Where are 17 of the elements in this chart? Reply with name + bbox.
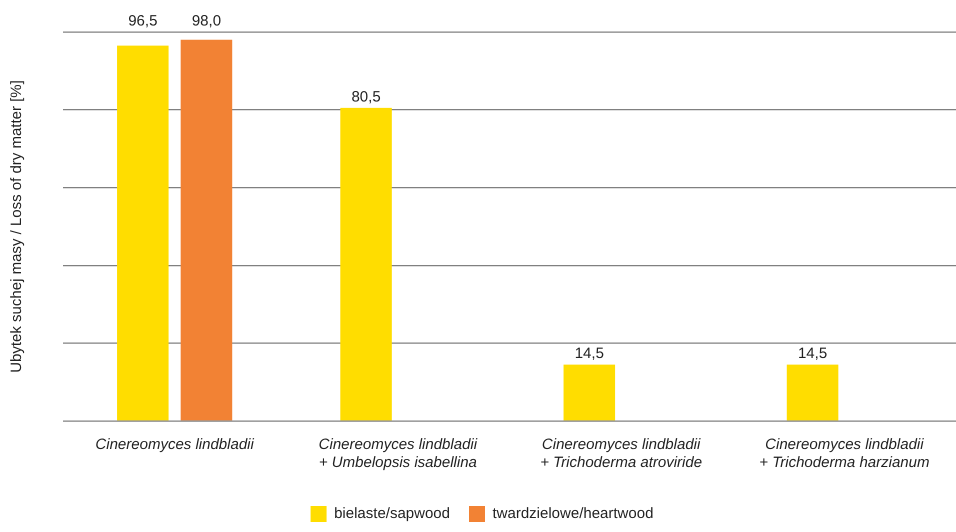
data-label: 96,5 (128, 12, 158, 30)
x-tick-label: Cinereomyces lindbladii + Trichoderma atroviride (540, 436, 702, 472)
data-label: 98,0 (192, 12, 222, 30)
legend-label: twardzielowe/heartwood (492, 505, 654, 522)
legend-label: bielaste/sapwood (334, 505, 450, 522)
data-label: 14,5 (798, 345, 828, 362)
bar (180, 40, 232, 420)
bar (786, 364, 838, 420)
data-label: 14,5 (574, 345, 604, 362)
x-tick-label: Cinereomyces lindbladii + Trichoderma harzianum (759, 436, 930, 472)
x-tick-label: Cinereomyces lindbladii + Umbelopsis isabellina (318, 436, 478, 472)
bar (564, 364, 616, 420)
x-tick-label: Cinereomyces lindbladii (95, 436, 254, 454)
y-axis-title: Ubytek suchej masy / Loss of dry matter [%] (8, 80, 26, 373)
data-label: 80,5 (351, 88, 381, 106)
bar (340, 108, 392, 420)
bar (117, 46, 169, 420)
